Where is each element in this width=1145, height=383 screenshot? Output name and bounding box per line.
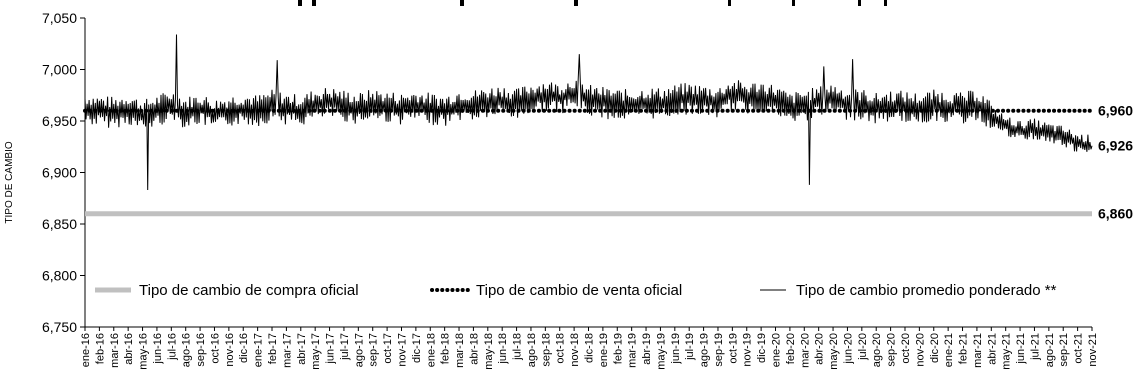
x-tick-label: ago-21 — [1044, 333, 1056, 367]
series-layer — [83, 34, 1094, 217]
x-tick-label: feb-21 — [958, 333, 970, 364]
x-tick-label: sep-17 — [368, 333, 380, 367]
y-axis-label: TIPO DE CAMBIO — [4, 141, 15, 223]
x-tick-label: jul-21 — [1029, 333, 1041, 361]
x-tick-label: oct-21 — [1073, 333, 1085, 364]
x-tick-label: abr-18 — [468, 333, 480, 365]
end-label-venta: 6,960 — [1098, 103, 1133, 119]
x-tick-label: ene-16 — [80, 333, 92, 367]
x-tick-label: may-21 — [1001, 333, 1013, 370]
x-tick-label: mar-16 — [109, 333, 121, 368]
x-tick-label: sep-18 — [540, 333, 552, 367]
x-tick-label: abr-20 — [814, 333, 826, 365]
x-tick-label: may-18 — [483, 333, 495, 370]
x-tick-label: oct-19 — [727, 333, 739, 364]
y-tick-label: 7,050 — [42, 10, 77, 26]
x-tick-label: ago-18 — [526, 333, 538, 367]
y-tick-label: 6,950 — [42, 113, 77, 129]
x-tick-label: ene-17 — [253, 333, 265, 367]
y-tick-label: 6,800 — [42, 268, 77, 284]
x-tick-label: oct-20 — [900, 333, 912, 364]
y-axis: 6,750 6,800 6,850 6,900 6,950 7,000 7,050 — [42, 10, 86, 335]
x-tick-label: jun-16 — [152, 333, 164, 365]
x-tick-label: feb-20 — [785, 333, 797, 364]
x-tick-label: may-17 — [310, 333, 322, 370]
x-tick-label: mar-19 — [627, 333, 639, 368]
x-tick-label: jun-18 — [497, 333, 509, 365]
x-tick-label: jun-19 — [670, 333, 682, 365]
x-tick-label: oct-18 — [555, 333, 567, 364]
x-tick-label: feb-17 — [267, 333, 279, 364]
x-tick-label: sep-19 — [713, 333, 725, 367]
x-tick-label: nov-19 — [742, 333, 754, 367]
x-tick-label: dic-17 — [411, 333, 423, 363]
x-tick-label: may-16 — [138, 333, 150, 370]
x-tick-label: ago-20 — [871, 333, 883, 367]
x-tick-label: jul-16 — [166, 333, 178, 361]
x-tick-label: nov-18 — [569, 333, 581, 367]
x-tick-label: jun-17 — [325, 333, 337, 365]
x-tick-label: nov-21 — [1087, 333, 1099, 367]
x-tick-label: jul-20 — [857, 333, 869, 361]
x-tick-label: may-19 — [655, 333, 667, 370]
x-tick-label: jul-18 — [512, 333, 524, 361]
x-tick-label: nov-20 — [914, 333, 926, 367]
x-tick-label: may-20 — [828, 333, 840, 370]
legend-label: Tipo de cambio promedio ponderado ** — [796, 282, 1057, 299]
x-tick-label: abr-17 — [296, 333, 308, 365]
x-tick-label: abr-16 — [123, 333, 135, 365]
x-tick-label: mar-20 — [799, 333, 811, 368]
x-tick-label: feb-19 — [612, 333, 624, 364]
series-promedio-line — [84, 34, 1093, 191]
x-tick-label: mar-17 — [281, 333, 293, 368]
x-tick-label: jun-21 — [1015, 333, 1027, 365]
legend-item-promedio: Tipo de cambio promedio ponderado ** — [760, 282, 1057, 299]
legend-label: Tipo de cambio de venta oficial — [476, 282, 682, 299]
x-tick-label: sep-20 — [886, 333, 898, 367]
y-tick-label: 6,750 — [42, 319, 77, 335]
end-labels: 6,860 6,960 6,926 — [1098, 103, 1133, 222]
x-tick-label: ene-18 — [425, 333, 437, 367]
x-tick-label: abr-21 — [986, 333, 998, 365]
x-tick-label: sep-21 — [1058, 333, 1070, 367]
x-tick-label: feb-18 — [440, 333, 452, 364]
y-tick-label: 6,850 — [42, 216, 77, 232]
x-tick-label: ene-19 — [598, 333, 610, 367]
y-tick-label: 7,000 — [42, 62, 77, 78]
x-tick-label: ene-21 — [943, 333, 955, 367]
x-tick-label: jul-17 — [339, 333, 351, 361]
x-tick-label: jul-19 — [684, 333, 696, 361]
end-label-promedio: 6,926 — [1098, 138, 1133, 154]
x-axis: ene-16 feb-16 mar-16 abr-16 may-16 jun-16 jul-… — [80, 326, 1099, 370]
x-tick-label: oct-17 — [382, 333, 394, 364]
x-tick-label: abr-19 — [641, 333, 653, 365]
x-tick-label: dic-16 — [238, 333, 250, 363]
x-tick-label: ago-19 — [699, 333, 711, 367]
x-tick-label: nov-16 — [224, 333, 236, 367]
x-tick-label: sep-16 — [195, 333, 207, 367]
y-tick-label: 6,900 — [42, 165, 77, 181]
x-tick-label: dic-18 — [584, 333, 596, 363]
chart-title-clipped — [0, 0, 1145, 15]
x-tick-label: mar-21 — [972, 333, 984, 368]
x-tick-label: dic-19 — [756, 333, 768, 363]
x-tick-label: dic-20 — [929, 333, 941, 363]
x-tick-label: jun-20 — [842, 333, 854, 365]
title-fragment-marks — [298, 0, 887, 6]
end-label-compra: 6,860 — [1098, 206, 1133, 222]
legend-item-compra: Tipo de cambio de compra oficial — [95, 282, 359, 299]
x-tick-label: oct-16 — [209, 333, 221, 364]
x-tick-label: mar-18 — [454, 333, 466, 368]
legend-item-venta: Tipo de cambio de venta oficial — [430, 282, 682, 299]
x-tick-label: feb-16 — [94, 333, 106, 364]
x-tick-label: ago-16 — [181, 333, 193, 367]
x-tick-label: nov-17 — [396, 333, 408, 367]
legend-label: Tipo de cambio de compra oficial — [139, 282, 359, 299]
x-tick-label: ago-17 — [353, 333, 365, 367]
legend: Tipo de cambio de compra oficial Tipo de … — [95, 282, 1057, 299]
x-tick-label: ene-20 — [771, 333, 783, 367]
